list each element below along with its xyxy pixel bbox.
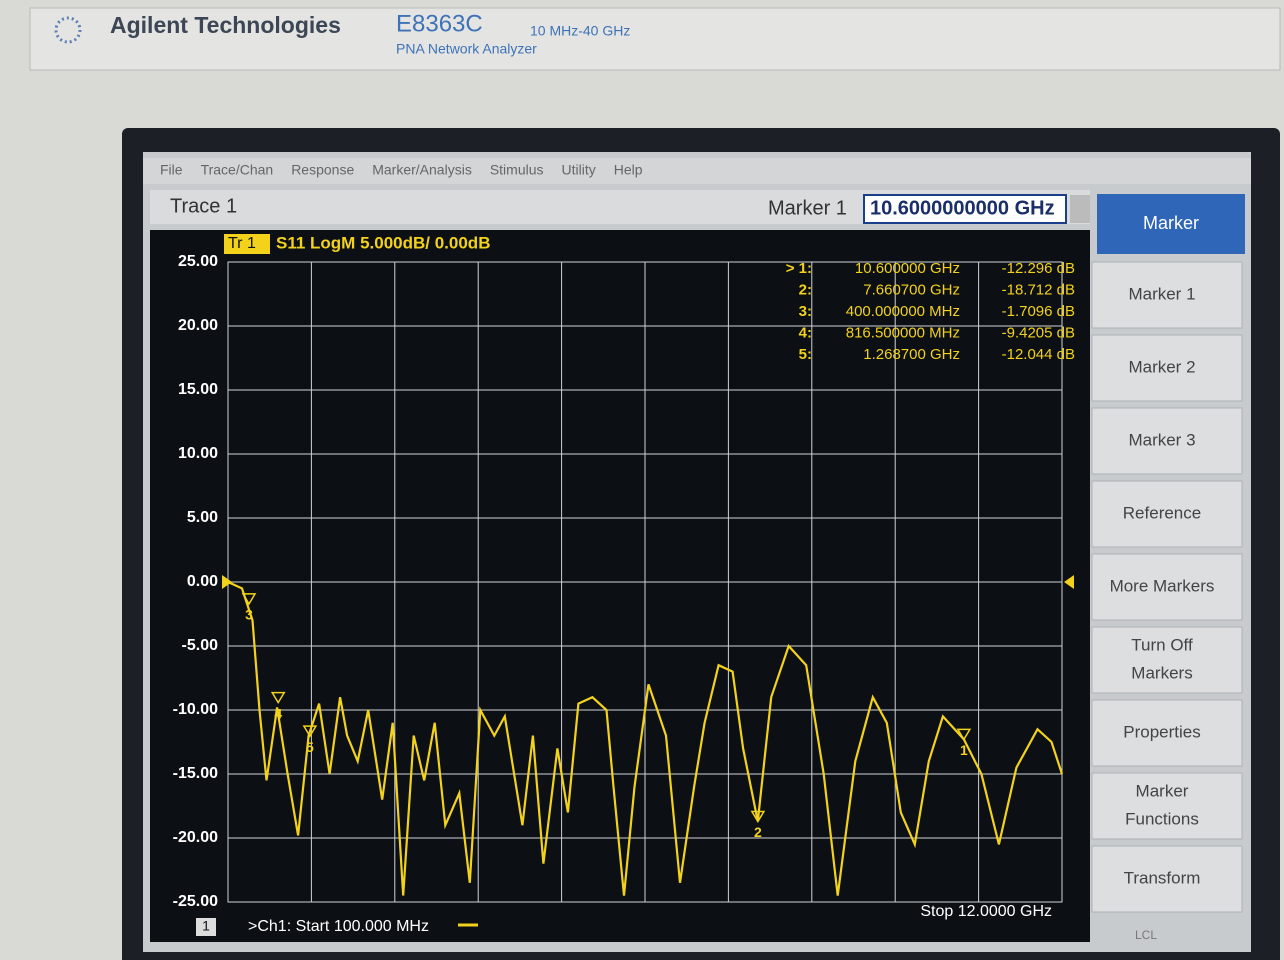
marker-triangle bbox=[302, 725, 318, 738]
y-tick-label: 25.00 bbox=[178, 253, 218, 270]
company: Agilent Technologies bbox=[110, 12, 341, 38]
softkey-label[interactable]: Functions bbox=[1125, 809, 1199, 828]
trace-title: S11 LogM 5.000dB/ 0.00dB bbox=[276, 233, 490, 252]
channel-box bbox=[196, 918, 216, 936]
softkey-title: Marker bbox=[1143, 213, 1199, 233]
menu-item[interactable]: Utility bbox=[562, 162, 596, 178]
softkey[interactable] bbox=[1091, 407, 1243, 475]
softkey-label[interactable]: Reference bbox=[1123, 503, 1201, 522]
softkey[interactable] bbox=[1091, 626, 1243, 694]
stop: Stop 12.0000 GHz bbox=[920, 903, 1052, 920]
y-tick-label: -5.00 bbox=[182, 637, 219, 654]
softkey[interactable] bbox=[1091, 772, 1243, 840]
marker-id: 4 bbox=[274, 705, 282, 721]
menu-item[interactable]: Trace/Chan bbox=[201, 162, 274, 178]
marker-row-label: 5: bbox=[799, 346, 812, 363]
trace-name: Trace 1 bbox=[170, 195, 237, 217]
softkey[interactable] bbox=[1091, 699, 1243, 767]
marker-stimulus: 816.500000 MHz bbox=[846, 324, 960, 341]
menu-item[interactable]: Stimulus bbox=[490, 162, 544, 178]
spinner[interactable] bbox=[1070, 195, 1090, 223]
softkey-label[interactable]: Marker 2 bbox=[1128, 357, 1195, 376]
y-tick-label: 20.00 bbox=[178, 317, 218, 334]
marker-response: -9.4205 dB bbox=[1002, 324, 1075, 341]
y-tick-label: -10.00 bbox=[173, 701, 218, 718]
y-tick-label: 15.00 bbox=[178, 381, 218, 398]
plot-window bbox=[150, 230, 1090, 942]
marker-id: 3 bbox=[245, 607, 253, 623]
trace-tag: Tr 1 bbox=[228, 235, 256, 252]
marker-stimulus: 1.268700 GHz bbox=[863, 346, 960, 363]
y-tick-label: -15.00 bbox=[173, 765, 218, 782]
y-tick-label: 0.00 bbox=[187, 573, 218, 590]
trace bbox=[227, 580, 1064, 896]
menu-bar bbox=[143, 158, 1251, 184]
y-tick-label: -25.00 bbox=[173, 893, 218, 910]
product: PNA Network Analyzer bbox=[396, 41, 537, 57]
softkey[interactable] bbox=[1091, 480, 1243, 548]
channel: 1 bbox=[202, 918, 210, 934]
marker-stimulus: 400.000000 MHz bbox=[846, 303, 960, 320]
menu-item[interactable]: Marker/Analysis bbox=[372, 162, 472, 178]
softkey-label[interactable]: Transform bbox=[1124, 868, 1201, 887]
menu-item[interactable]: Help bbox=[614, 162, 643, 178]
marker-id: 2 bbox=[754, 824, 762, 840]
marker-response: -18.712 dB bbox=[1002, 281, 1075, 298]
marker-entry-box[interactable] bbox=[863, 194, 1067, 224]
marker-triangle bbox=[750, 810, 766, 823]
marker-response: -1.7096 dB bbox=[1002, 303, 1075, 320]
ref-arrow bbox=[222, 575, 232, 589]
softkey-label[interactable]: More Markers bbox=[1110, 576, 1215, 595]
marker-row-label: 3: bbox=[799, 303, 812, 320]
y-tick-label: 5.00 bbox=[187, 509, 218, 526]
softkey[interactable] bbox=[1091, 334, 1243, 402]
marker-stimulus: 10.600000 GHz bbox=[855, 260, 960, 277]
softkey-label[interactable]: Marker 1 bbox=[1128, 284, 1195, 303]
marker-response: -12.044 dB bbox=[1002, 346, 1075, 363]
softkey-label[interactable]: Marker 3 bbox=[1128, 430, 1195, 449]
softkey-label[interactable]: Marker bbox=[1136, 781, 1189, 800]
y-tick-label: 10.00 bbox=[178, 445, 218, 462]
marker-id: 5 bbox=[306, 739, 314, 755]
marker-id: 1 bbox=[960, 742, 968, 758]
y-tick-label: -20.00 bbox=[173, 829, 218, 846]
marker-stimulus: 7.660700 GHz bbox=[863, 281, 960, 298]
softkey-label[interactable]: Turn Off bbox=[1131, 635, 1193, 654]
marker-triangle bbox=[270, 691, 286, 705]
freq-range: 10 MHz-40 GHz bbox=[530, 23, 630, 39]
marker-row-label: 4: bbox=[799, 324, 812, 341]
ref-arrow bbox=[1064, 575, 1074, 589]
model: E8363C bbox=[396, 10, 483, 37]
softkey[interactable] bbox=[1091, 553, 1243, 621]
softkey[interactable] bbox=[1091, 845, 1243, 913]
start: >Ch1: Start 100.000 MHz bbox=[248, 918, 429, 935]
softkey[interactable] bbox=[1091, 261, 1243, 329]
status: LCL bbox=[1135, 928, 1157, 942]
softkey-title-bg bbox=[1097, 194, 1245, 254]
softkey-label[interactable]: Properties bbox=[1123, 722, 1200, 741]
softkey-label[interactable]: Markers bbox=[1131, 663, 1192, 682]
marker-triangle bbox=[956, 728, 972, 741]
trace-tag-bg bbox=[224, 234, 270, 254]
marker-triangle bbox=[241, 593, 257, 606]
marker-entry[interactable]: 10.6000000000 GHz bbox=[870, 197, 1055, 219]
marker-response: -12.296 dB bbox=[1002, 260, 1075, 277]
brand-strip bbox=[29, 7, 1281, 71]
logo bbox=[54, 16, 82, 44]
menu-item[interactable]: Response bbox=[291, 162, 354, 178]
menu-item[interactable]: File bbox=[160, 162, 183, 178]
marker-row-label: > 1: bbox=[786, 260, 812, 277]
marker-label: Marker 1 bbox=[768, 197, 847, 219]
marker-row-label: 2: bbox=[799, 281, 812, 298]
